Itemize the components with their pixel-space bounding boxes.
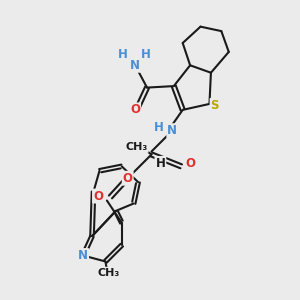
Text: S: S: [211, 99, 219, 112]
Text: O: O: [130, 103, 140, 116]
Text: O: O: [93, 190, 103, 202]
Text: H: H: [141, 48, 151, 62]
Text: H: H: [154, 121, 164, 134]
Text: O: O: [123, 172, 133, 185]
Text: H: H: [118, 48, 128, 62]
Text: N: N: [167, 124, 177, 137]
Text: O: O: [185, 157, 195, 170]
Text: CH₃: CH₃: [125, 142, 148, 152]
Text: N: N: [78, 249, 88, 262]
Text: CH₃: CH₃: [97, 268, 119, 278]
Text: H: H: [155, 157, 165, 170]
Text: N: N: [130, 59, 140, 72]
